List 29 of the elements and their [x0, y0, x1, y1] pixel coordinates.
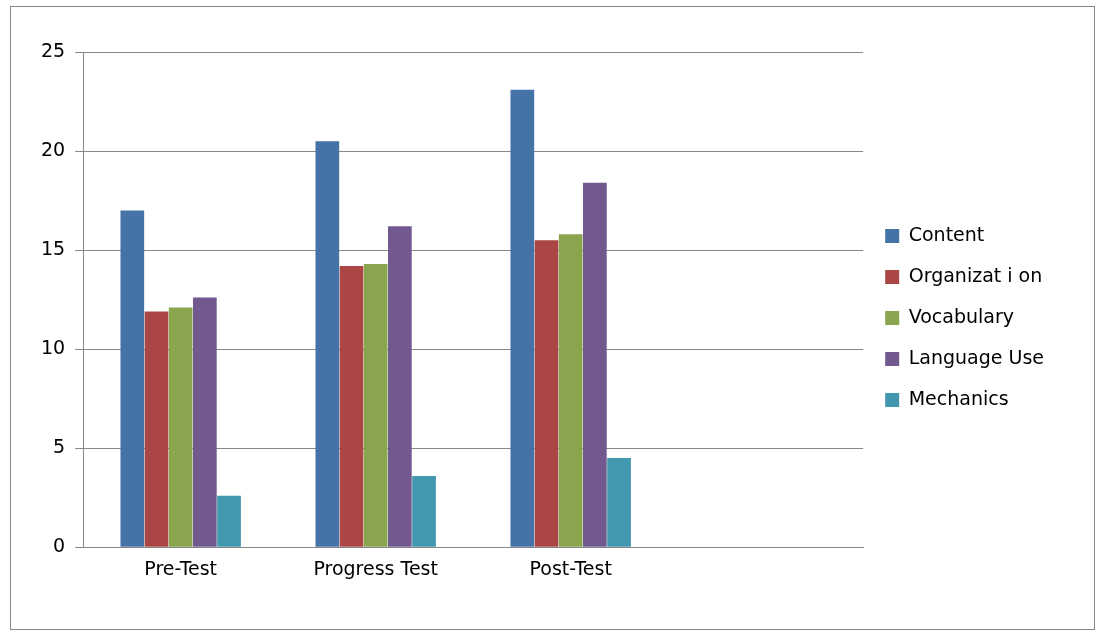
- bar: [412, 475, 436, 547]
- bar: [193, 297, 217, 547]
- y-tick-label: 0: [53, 534, 66, 557]
- bar: [534, 240, 559, 547]
- legend-label: Organizat i on: [908, 263, 1043, 286]
- bar: [388, 226, 412, 547]
- bar: [583, 182, 607, 547]
- bar: [144, 311, 169, 547]
- bar: [168, 307, 193, 547]
- bar: [558, 234, 583, 547]
- x-tick-label: Post-Test: [529, 556, 612, 579]
- x-tick-label: Progress Test: [313, 556, 438, 579]
- bar: [217, 495, 241, 547]
- y-tick-label: 20: [40, 137, 66, 160]
- y-tick-label: 5: [53, 435, 66, 458]
- x-tick-label: Pre-Test: [144, 556, 218, 579]
- legend-label: Mechanics: [908, 386, 1009, 409]
- bar: [120, 210, 145, 547]
- bar: [315, 141, 340, 547]
- legend-label: Content: [908, 222, 985, 245]
- bar: [510, 89, 535, 547]
- legend-label: Vocabulary: [908, 304, 1015, 327]
- bar: [339, 265, 364, 547]
- y-tick-label: 15: [40, 237, 66, 260]
- bar: [607, 458, 631, 547]
- legend-label: Language Use: [908, 345, 1045, 368]
- bar: [363, 263, 388, 547]
- y-tick-label: 25: [40, 38, 66, 61]
- y-tick-label: 10: [40, 336, 66, 359]
